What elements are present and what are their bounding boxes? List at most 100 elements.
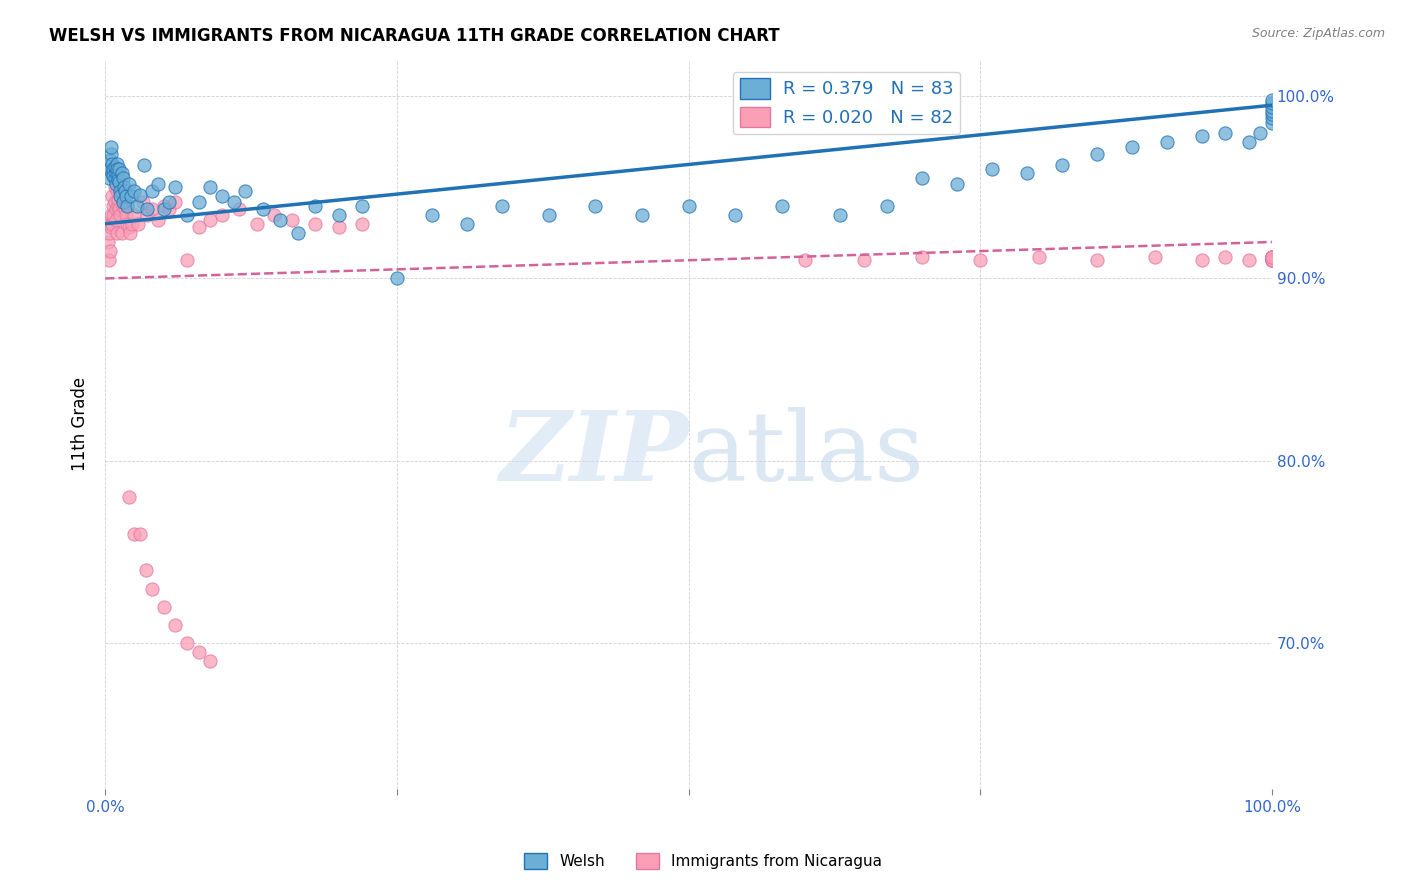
Point	[98, 244, 121, 259]
Point	[1261, 116, 1284, 130]
Point	[104, 213, 127, 227]
Point	[96, 161, 118, 176]
Point	[200, 213, 222, 227]
Point	[350, 198, 373, 212]
Point	[211, 189, 233, 203]
Point	[135, 563, 157, 577]
Point	[110, 208, 132, 222]
Point	[328, 220, 350, 235]
Point	[100, 220, 122, 235]
Point	[103, 194, 125, 209]
Point	[108, 202, 131, 216]
Point	[107, 198, 129, 212]
Point	[287, 226, 309, 240]
Point	[1213, 126, 1236, 140]
Point	[100, 140, 122, 154]
Point	[110, 184, 132, 198]
Point	[1261, 93, 1284, 107]
Text: Source: ZipAtlas.com: Source: ZipAtlas.com	[1251, 27, 1385, 40]
Point	[200, 655, 222, 669]
Point	[631, 208, 654, 222]
Point	[103, 198, 125, 212]
Point	[187, 220, 209, 235]
Point	[111, 194, 134, 209]
Text: atlas: atlas	[689, 407, 925, 500]
Point	[263, 208, 285, 222]
Point	[112, 180, 135, 194]
Point	[114, 184, 136, 198]
Point	[146, 177, 169, 191]
Point	[165, 180, 187, 194]
Point	[118, 226, 141, 240]
Point	[328, 208, 350, 222]
Point	[980, 161, 1002, 176]
Point	[125, 198, 148, 212]
Point	[1121, 140, 1143, 154]
Point	[107, 193, 129, 207]
Point	[1028, 250, 1050, 264]
Point	[108, 161, 131, 176]
Point	[107, 173, 129, 187]
Point	[110, 184, 132, 198]
Point	[152, 198, 174, 212]
Point	[281, 213, 304, 227]
Point	[1261, 250, 1284, 264]
Point	[124, 184, 146, 198]
Point	[110, 166, 132, 180]
Point	[108, 175, 131, 189]
Point	[115, 208, 138, 222]
Point	[491, 198, 513, 212]
Point	[141, 202, 163, 216]
Point	[1261, 250, 1284, 264]
Point	[103, 180, 125, 194]
Point	[117, 220, 139, 235]
Point	[1261, 253, 1284, 268]
Point	[104, 166, 127, 180]
Point	[114, 202, 136, 216]
Point	[911, 250, 934, 264]
Point	[228, 202, 250, 216]
Point	[222, 194, 245, 209]
Point	[176, 208, 198, 222]
Point	[1085, 147, 1108, 161]
Point	[96, 235, 118, 249]
Point	[131, 194, 153, 209]
Point	[1261, 111, 1284, 125]
Point	[97, 253, 120, 268]
Point	[187, 645, 209, 659]
Point	[1261, 250, 1284, 264]
Point	[152, 599, 174, 614]
Point	[111, 198, 134, 212]
Point	[98, 153, 121, 167]
Point	[1261, 253, 1284, 268]
Point	[1191, 129, 1213, 144]
Point	[104, 177, 127, 191]
Point	[350, 217, 373, 231]
Point	[537, 208, 560, 222]
Point	[876, 198, 898, 212]
Point	[136, 208, 159, 222]
Point	[129, 526, 152, 541]
Point	[456, 217, 478, 231]
Point	[129, 187, 152, 202]
Point	[132, 158, 155, 172]
Point	[110, 189, 132, 203]
Point	[911, 171, 934, 186]
Legend: Welsh, Immigrants from Nicaragua: Welsh, Immigrants from Nicaragua	[519, 847, 887, 875]
Point	[1261, 253, 1284, 268]
Point	[583, 198, 606, 212]
Point	[233, 184, 256, 198]
Point	[1249, 126, 1271, 140]
Point	[111, 171, 134, 186]
Point	[124, 208, 146, 222]
Point	[103, 171, 125, 186]
Point	[100, 147, 122, 161]
Point	[117, 491, 139, 505]
Point	[103, 208, 125, 222]
Point	[141, 582, 163, 596]
Point	[1191, 253, 1213, 268]
Point	[269, 213, 291, 227]
Point	[101, 217, 124, 231]
Point	[1050, 158, 1073, 172]
Point	[97, 171, 120, 186]
